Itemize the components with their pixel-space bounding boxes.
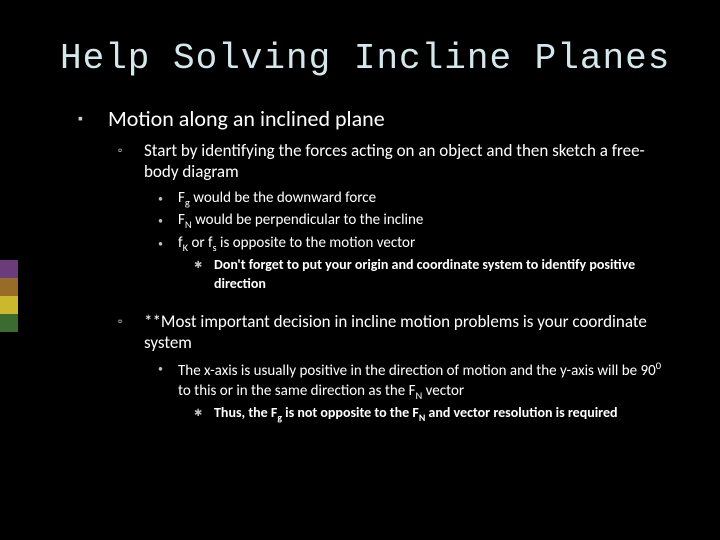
text: to this or in the same direction as the … [178,382,415,400]
stripe [0,278,18,296]
subscript: N [185,218,192,231]
text: and vector resolution is required [425,404,617,421]
superscript: 0 [656,359,661,372]
stripe [0,260,18,278]
bullet-l2: Start by identifying the forces acting o… [60,140,680,183]
text: vector [422,382,464,400]
text: Thus, the F [214,404,277,421]
text: The x-axis is usually positive in the di… [178,362,656,380]
text: or f [188,234,213,252]
bullet-l3: FN would be perpendicular to the incline [60,211,680,232]
bullet-l1: Motion along an inclined plane [60,105,680,132]
text: is not opposite to the F [282,404,419,421]
stripe [0,314,18,332]
bullet-l4: Thus, the Fg is not opposite to the FN a… [60,404,680,425]
bullet-l3: fK or fs is opposite to the motion vecto… [60,234,680,255]
text: would be perpendicular to the incline [192,211,424,229]
text: is opposite to the motion vector [217,234,416,252]
bullet-l3: The x-axis is usually positive in the di… [60,359,680,402]
slide-title: Help Solving Incline Planes [0,0,720,79]
bullet-l2: **Most important decision in incline mot… [60,311,680,354]
text: F [178,189,185,207]
slide-content: Motion along an inclined plane Start by … [0,79,720,425]
text: would be the downward force [190,189,376,207]
bullet-l4: Don't forget to put your origin and coor… [60,256,680,292]
accent-stripes [0,260,18,332]
bullet-l3: Fg would be the downward force [60,189,680,210]
stripe [0,296,18,314]
text: F [178,211,185,229]
